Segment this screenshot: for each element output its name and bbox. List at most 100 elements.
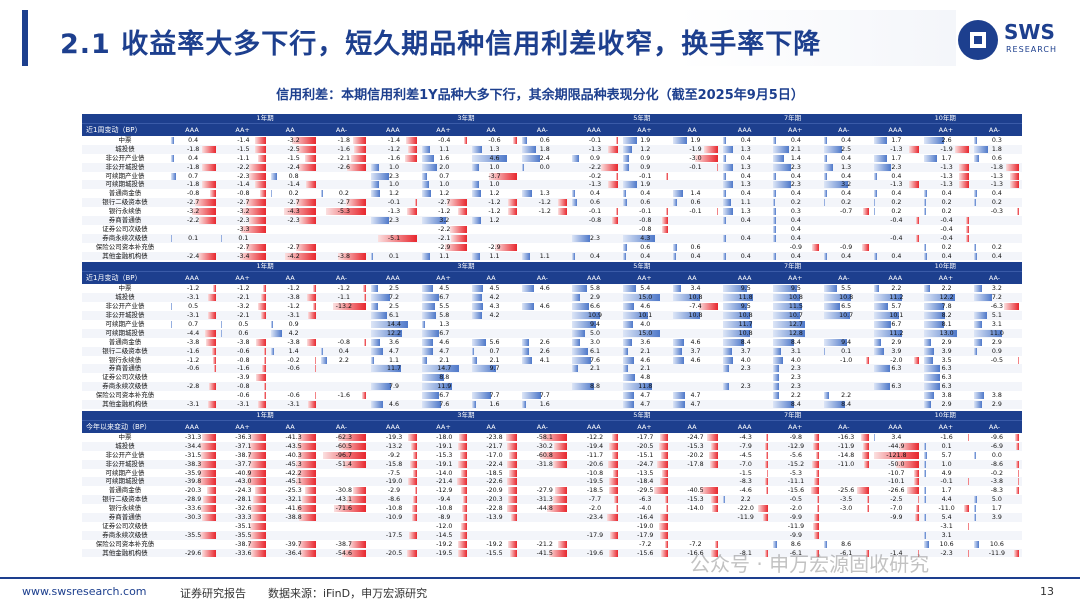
value-cell: 4.6 bbox=[520, 302, 570, 311]
value-bar bbox=[898, 442, 919, 450]
value-text: 2.2 bbox=[941, 285, 952, 293]
value-text: -33.6 bbox=[235, 549, 252, 557]
value-bar bbox=[208, 383, 216, 391]
value-cell: -2.2 bbox=[168, 216, 218, 225]
value-text: -7.2 bbox=[639, 540, 652, 548]
value-cell: 4.7 bbox=[419, 347, 469, 356]
value-text: 2.9 bbox=[991, 401, 1002, 409]
value-text: -0.6 bbox=[287, 365, 300, 373]
value-text: 1.1 bbox=[740, 199, 751, 207]
table-row: 普通商金债 -0.8 -0.8 0.2 0.2 1.2 1.2 1.2 1.3 0.4 0.4 1.4… bbox=[82, 189, 1022, 198]
value-bar bbox=[421, 321, 425, 329]
value-bar bbox=[1017, 208, 1020, 216]
value-text: 8.2 bbox=[941, 312, 952, 320]
value-text: 6.3 bbox=[891, 365, 902, 373]
value-cell: -19.5 bbox=[570, 477, 620, 486]
value-text: 6.7 bbox=[439, 329, 450, 337]
row-label: 非公开城投债 bbox=[105, 311, 145, 320]
value-text: -0.8 bbox=[186, 190, 200, 198]
value-text: 7.7 bbox=[489, 392, 500, 400]
value-bar bbox=[873, 208, 876, 216]
value-text: 3.1 bbox=[991, 321, 1002, 329]
value-text: 1.0 bbox=[489, 163, 500, 171]
value-cell bbox=[821, 216, 871, 225]
value-cell: -39.7 bbox=[268, 540, 318, 549]
value-cell: 6.3 bbox=[922, 373, 972, 382]
value-text: -29.5 bbox=[637, 487, 654, 495]
value-bar bbox=[959, 181, 970, 189]
value-cell: -18.5 bbox=[570, 486, 620, 495]
value-bar bbox=[1009, 172, 1020, 180]
value-text: -9.9 bbox=[789, 531, 803, 539]
value-cell: 4.3 bbox=[469, 302, 519, 311]
value-text: -41.5 bbox=[536, 549, 553, 557]
term-label: 7年期 bbox=[783, 114, 802, 122]
value-text: -3.1 bbox=[287, 312, 300, 320]
value-bar bbox=[823, 285, 838, 293]
value-bar bbox=[509, 451, 518, 459]
value-cell: -29.6 bbox=[168, 549, 218, 558]
value-text: -11.9 bbox=[787, 522, 805, 530]
value-bar bbox=[371, 356, 375, 364]
value-bar bbox=[412, 451, 417, 459]
value-bar bbox=[616, 172, 618, 180]
value-bar bbox=[723, 163, 733, 171]
value-text: -1.5 bbox=[287, 154, 300, 162]
value-text: -11.9 bbox=[737, 513, 754, 521]
value-cell: -3.7 bbox=[469, 172, 519, 181]
rating-label: AA- bbox=[838, 126, 850, 134]
value-bar bbox=[607, 181, 618, 189]
value-cell bbox=[168, 522, 218, 531]
value-text: 1.4 bbox=[288, 347, 299, 355]
value-cell: 12.8 bbox=[771, 329, 821, 338]
value-cell: -1.2 bbox=[168, 356, 218, 365]
table-row: 保险公司资本补充债 -38.7 -39.7 -38.7 -19.2 -19.2 -21.2-… bbox=[82, 540, 1022, 549]
footer-url[interactable]: www.swsresearch.com bbox=[22, 585, 147, 598]
value-cell: -2.1 bbox=[319, 154, 369, 163]
value-cell bbox=[670, 531, 720, 540]
value-cell bbox=[972, 382, 1022, 391]
rating-label: AA bbox=[285, 274, 295, 283]
value-cell bbox=[268, 522, 318, 531]
rating-label: AA+ bbox=[787, 126, 803, 134]
value-text: 0.4 bbox=[891, 190, 902, 198]
rating-label: AA+ bbox=[637, 126, 652, 134]
value-text: -19.1 bbox=[436, 460, 453, 468]
value-bar bbox=[308, 312, 317, 320]
term-label: 1年期 bbox=[256, 410, 274, 419]
value-text: -0.6 bbox=[287, 392, 300, 400]
value-text: 7.6 bbox=[439, 401, 450, 409]
value-cell: -14.0 bbox=[670, 504, 720, 513]
value-bar bbox=[773, 137, 777, 144]
table-row: 可续期产业债 0.7 -2.3 0.8 2.3 0.7 -3.7 -0.2 -0.1 0.4 0.4… bbox=[82, 172, 1022, 181]
value-text: 3.1 bbox=[790, 347, 801, 355]
row-label: 普通商金债 bbox=[108, 189, 142, 198]
footer-divider bbox=[0, 577, 1080, 579]
value-text: -6.1 bbox=[789, 549, 803, 557]
value-cell: -1.9 bbox=[670, 145, 720, 154]
value-cell bbox=[268, 234, 318, 243]
value-cell: 0.2 bbox=[972, 198, 1022, 207]
value-cell: 4.6 bbox=[670, 356, 720, 365]
value-cell: -27.9 bbox=[520, 486, 570, 495]
value-cell: 7.7 bbox=[469, 391, 519, 400]
value-cell bbox=[570, 540, 620, 549]
logo-subtext: RESEARCH bbox=[1006, 45, 1057, 54]
value-bar bbox=[471, 154, 507, 162]
value-text: -7.7 bbox=[588, 496, 602, 504]
term-label: 3年期 bbox=[457, 262, 475, 271]
value-bar bbox=[812, 442, 819, 450]
value-cell: -43.5 bbox=[268, 442, 318, 451]
value-cell bbox=[369, 373, 419, 382]
value-text: 1.1 bbox=[539, 252, 550, 260]
value-text: 0.4 bbox=[891, 172, 902, 180]
value-text: 2.3 bbox=[891, 163, 902, 171]
value-bar bbox=[672, 356, 685, 364]
value-text: 0.4 bbox=[790, 172, 801, 180]
row-label: 银行永续债 bbox=[108, 207, 142, 216]
value-cell: 6.7 bbox=[871, 320, 921, 329]
value-bar bbox=[253, 496, 266, 504]
value-text: -0.1 bbox=[940, 478, 953, 486]
value-bar bbox=[764, 549, 769, 557]
value-cell: -2.4 bbox=[168, 252, 218, 261]
